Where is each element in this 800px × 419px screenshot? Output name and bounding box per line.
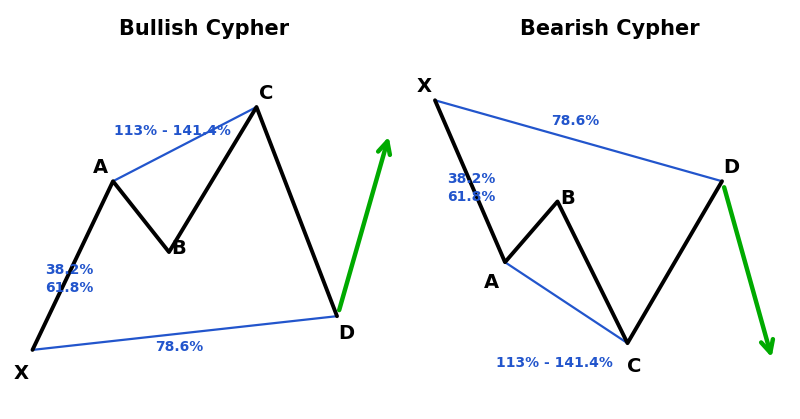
Text: 113% - 141.4%: 113% - 141.4% — [114, 124, 231, 137]
Text: B: B — [560, 189, 574, 207]
Text: 78.6%: 78.6% — [551, 114, 599, 127]
Text: B: B — [171, 239, 186, 258]
Text: A: A — [483, 273, 498, 292]
Text: 38.2%
61.8%: 38.2% 61.8% — [447, 172, 495, 204]
Text: Bearish Cypher: Bearish Cypher — [520, 19, 700, 39]
Text: D: D — [724, 158, 740, 177]
Text: 78.6%: 78.6% — [155, 339, 204, 354]
Text: D: D — [338, 323, 355, 343]
Text: 38.2%
61.8%: 38.2% 61.8% — [46, 264, 94, 295]
Text: X: X — [14, 364, 29, 383]
Text: Bullish Cypher: Bullish Cypher — [119, 19, 289, 39]
Text: C: C — [259, 84, 274, 103]
Text: X: X — [416, 77, 431, 96]
Text: 113% - 141.4%: 113% - 141.4% — [495, 357, 613, 370]
Text: A: A — [93, 158, 108, 177]
Text: C: C — [627, 357, 642, 376]
